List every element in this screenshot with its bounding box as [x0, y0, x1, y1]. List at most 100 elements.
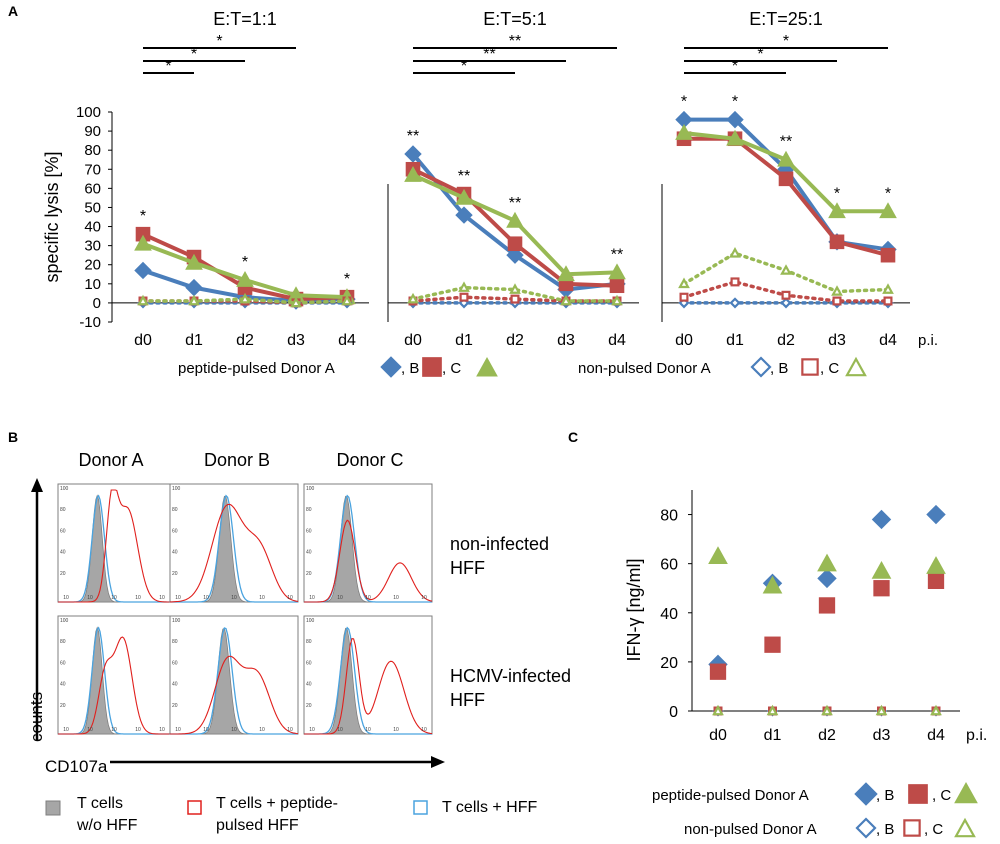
row-label-infected-1: HCMV-infected — [450, 666, 571, 686]
data-point — [777, 150, 795, 167]
histogram-plot: 10 10 10 10 10 100 80 60 40 20 — [169, 615, 299, 735]
histogram-y-tick: 40 — [172, 550, 178, 556]
series-line — [411, 295, 619, 303]
histogram-x-tick: 10 — [87, 727, 93, 733]
point-significance-star: * — [834, 185, 840, 202]
data-point — [729, 247, 741, 258]
data-point — [611, 294, 623, 306]
histogram-y-tick: 100 — [60, 486, 69, 492]
legend-marker — [380, 356, 402, 378]
histogram-y-tick: 20 — [60, 703, 66, 709]
legend-marker — [855, 817, 877, 839]
data-point — [459, 292, 469, 302]
histogram-y-tick: 40 — [172, 682, 178, 688]
significance-bracket-label: ** — [509, 33, 521, 50]
legend-marker — [801, 358, 819, 376]
histogram-y-tick: 40 — [60, 682, 66, 688]
legend-marker — [845, 356, 867, 377]
histogram-plot: 10 10 10 10 10 100 80 60 40 20 — [303, 615, 433, 735]
panel-b-flow-histograms: Donor A Donor B Donor C non-infected HFF… — [27, 450, 571, 834]
histogram-y-tick: 80 — [306, 639, 312, 645]
ifng-data-point — [709, 663, 727, 680]
point-significance-star: * — [344, 271, 350, 288]
ifng-data-point — [708, 546, 728, 564]
histogram-x-tick: 10 — [287, 727, 293, 733]
histogram-frame — [303, 483, 433, 603]
histogram-y-tick: 60 — [306, 660, 312, 666]
histogram-y-tick: 20 — [172, 703, 178, 709]
data-point — [134, 261, 152, 280]
data-point — [341, 294, 353, 306]
lysis-y-tick-label: 70 — [84, 161, 101, 178]
ifng-y-tick-label: 80 — [660, 508, 678, 525]
panel-letter-c: C — [568, 429, 578, 445]
lysis-y-tick-label: 90 — [84, 123, 101, 140]
data-point — [832, 296, 842, 306]
lysis-x-tick-label: d0 — [134, 332, 152, 349]
data-point — [828, 202, 846, 219]
legend-c-marker-pulsed-c — [954, 781, 978, 804]
lysis-x-tick-label: d4 — [879, 332, 897, 349]
histogram-x-tick: 10 — [365, 727, 371, 733]
cd107a-arrowhead — [431, 756, 445, 768]
legend-b-red-line2: pulsed HFF — [216, 817, 299, 834]
data-point — [509, 283, 521, 294]
ifng-data-point — [875, 704, 888, 716]
lysis-x-tick-label: d2 — [506, 332, 524, 349]
data-point — [506, 246, 524, 264]
point-significance-star: ** — [780, 134, 792, 151]
lysis-x-tick-label: d1 — [185, 332, 203, 349]
data-point — [679, 292, 689, 302]
ifng-data-point — [762, 575, 783, 594]
lysis-y-tick-label: 0 — [93, 295, 101, 312]
legend-marker — [908, 784, 928, 804]
point-significance-star: * — [140, 208, 146, 225]
panel-a-lysis-charts: -10 0 10 20 30 40 50 60 70 80 90 100 specific lysis … — [42, 9, 938, 349]
legend-c-nonpulsed-label: non-pulsed Donor A — [684, 821, 817, 838]
panel-c-ifng-chart: 0 20 40 60 80 IFN-γ [ng/ml] d0 d1 d2 d3 d4 p.i. — [624, 490, 987, 744]
lysis-subchart-1: E:T=1:1 d0 d1 d2 d3 d4 * * * * * * — [112, 9, 369, 349]
lysis-y-tick-label: 10 — [84, 276, 101, 293]
histogram-x-tick: 10 — [393, 595, 399, 601]
ifng-x-tick-label: d2 — [818, 727, 836, 744]
data-point — [778, 171, 794, 187]
data-point — [780, 297, 792, 309]
histogram-x-tick: 10 — [111, 595, 117, 601]
data-point — [730, 277, 740, 287]
legend-c-sep-b: , B — [876, 787, 894, 804]
histogram-blue — [304, 626, 432, 735]
histogram-y-tick: 40 — [306, 682, 312, 688]
ifng-pi-label: p.i. — [966, 727, 987, 744]
legend-marker — [954, 781, 978, 804]
histogram-x-tick: 10 — [175, 595, 181, 601]
legend-c-sep-c: , C — [932, 787, 951, 804]
histogram-x-tick: 10 — [203, 727, 209, 733]
histogram-red — [58, 636, 170, 735]
histogram-x-tick: 10 — [175, 727, 181, 733]
histogram-x-tick: 10 — [63, 727, 69, 733]
legend-marker — [903, 819, 921, 837]
histogram-y-tick: 60 — [60, 660, 66, 666]
significance-bracket-label: ** — [483, 46, 495, 63]
ifng-data-point — [871, 509, 892, 530]
legend-marker — [854, 782, 878, 806]
donor-a-header: Donor A — [78, 450, 143, 470]
histogram-y-tick: 60 — [172, 660, 178, 666]
data-point — [506, 211, 524, 228]
legend-c-marker-nonpulsed-b — [903, 819, 921, 837]
ifng-y-tick-label: 40 — [660, 606, 678, 623]
data-point — [879, 202, 897, 219]
panel-c-legend: peptide-pulsed Donor A , B , C non-pulse… — [652, 781, 978, 839]
ifng-y-tick-label: 20 — [660, 655, 678, 672]
histogram-x-tick: 10 — [287, 595, 293, 601]
data-point — [510, 294, 520, 304]
histogram-y-tick: 20 — [60, 571, 66, 577]
lysis-x-tick-label: d4 — [608, 332, 626, 349]
histogram-x-tick: 10 — [111, 727, 117, 733]
donor-c-header: Donor C — [336, 450, 403, 470]
legend-c-pulsed-label: peptide-pulsed Donor A — [652, 787, 809, 804]
point-significance-star: ** — [509, 195, 521, 212]
ifng-data-point — [930, 704, 942, 716]
legend-a-marker-pulsed-a — [380, 356, 402, 378]
histogram-red — [58, 489, 170, 603]
